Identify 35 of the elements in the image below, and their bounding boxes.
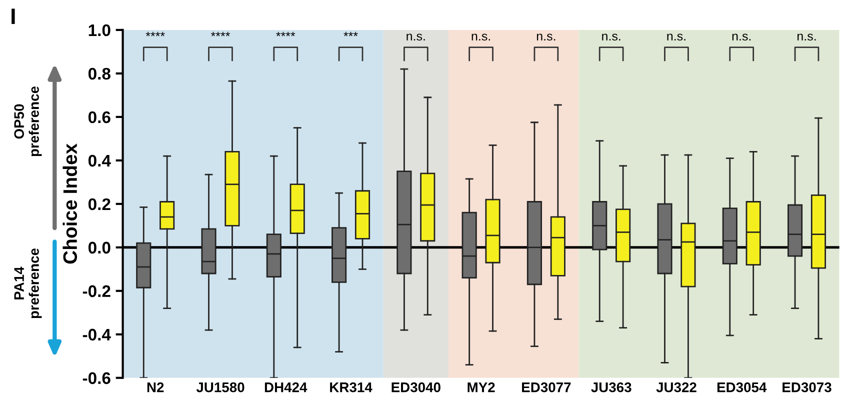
text: PA14 preference: [14, 248, 42, 318]
annotation: ****: [276, 32, 296, 36]
y-tick-label: -0.4: [82, 328, 111, 341]
y-tick-label: 1.0: [88, 24, 110, 36]
x-tick-label: JU1580: [196, 382, 244, 392]
x-tick-label: ED3077: [522, 382, 571, 392]
y-tick-label: -0.6: [82, 372, 110, 384]
annotation: n.s.: [406, 34, 425, 41]
text: I: [12, 8, 15, 24]
y-tick-label: 0.4: [88, 154, 111, 167]
y-axis-title: Choice Index: [62, 144, 78, 264]
x-tick-label: ED3073: [782, 382, 832, 392]
y-tick-label: 0.6: [88, 111, 110, 124]
annotation: n.s.: [667, 34, 686, 41]
y-tick-label: 0.8: [88, 68, 110, 80]
x-tick-label: KR314: [330, 382, 372, 392]
annotation: n.s.: [472, 34, 490, 41]
y-tick-label: -0.2: [82, 285, 110, 298]
x-tick-label: N2: [147, 382, 164, 392]
x-tick-label: MY2: [468, 382, 495, 392]
x-tick-label: JU363: [591, 382, 632, 392]
annotation: n.s.: [798, 34, 816, 41]
y-tick-label: 0.2: [88, 198, 110, 210]
x-tick-label: ED3054: [717, 382, 767, 392]
annotation: n.s.: [536, 34, 556, 41]
annotation: ****: [146, 32, 165, 36]
x-tick-label: JU322: [656, 382, 696, 392]
y-tick-label: 0.0: [88, 242, 110, 254]
text: OP50 preference: [14, 86, 42, 156]
annotation: n.s.: [602, 34, 620, 41]
annotation: n.s.: [732, 34, 751, 41]
annotation: ***: [344, 32, 358, 36]
x-tick-label: DH424: [264, 382, 308, 392]
x-tick-label: ED3040: [392, 382, 440, 392]
annotation: ****: [210, 32, 230, 36]
